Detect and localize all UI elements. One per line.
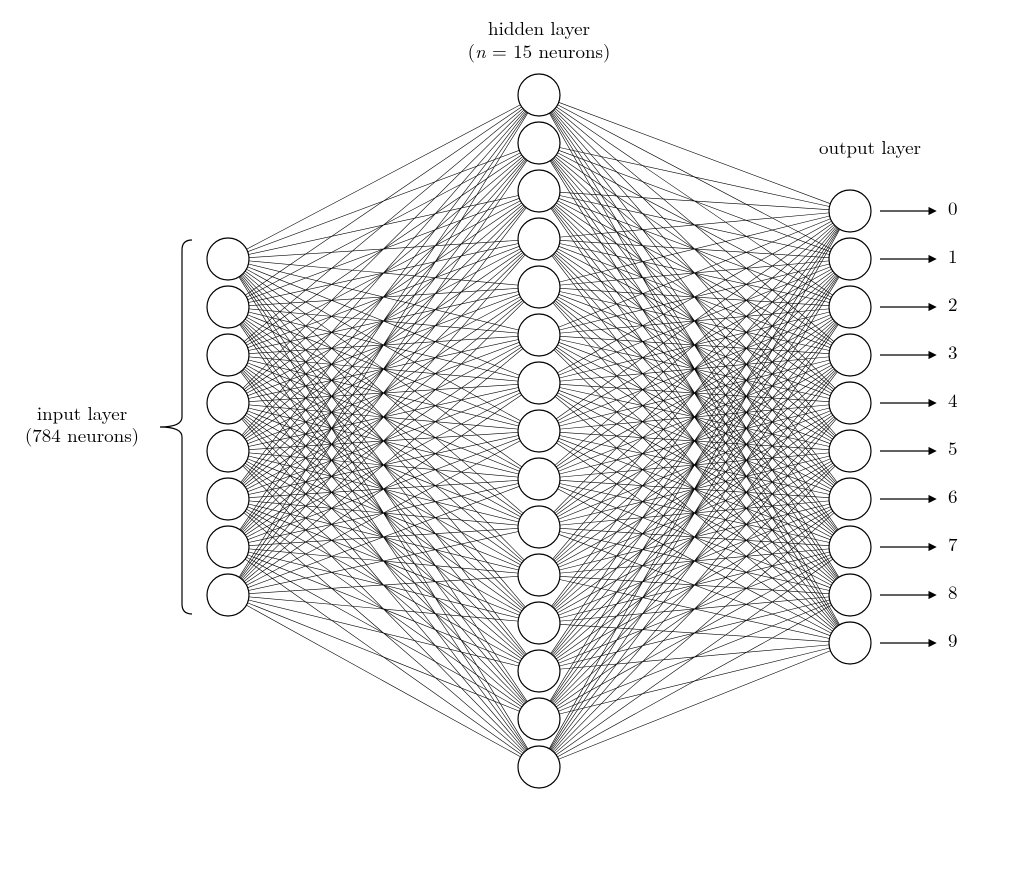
input-layer-label-line2: (784 neurons) (25, 421, 139, 448)
output-digit-label: 7 (948, 530, 958, 557)
output-neuron (829, 190, 871, 232)
hidden-neuron (518, 554, 560, 596)
input-brace (160, 240, 192, 614)
output-digit-label: 0 (948, 194, 958, 221)
hidden-neuron (518, 170, 560, 212)
output-digit-label: 6 (948, 482, 958, 509)
input-neuron (207, 334, 249, 376)
output-arrows-group: 0 1 2 3 4 5 6 7 8 9 (880, 194, 958, 653)
input-neuron (207, 430, 249, 472)
hidden-neuron (518, 74, 560, 116)
output-digit-label: 8 (948, 578, 958, 605)
hidden-neuron (518, 458, 560, 500)
neural-network-diagram: 0123456789input layer(784 neurons)hidden… (0, 0, 1024, 882)
output-neuron (829, 478, 871, 520)
input-neuron (207, 526, 249, 568)
hidden-neuron (518, 698, 560, 740)
hidden-neuron (518, 314, 560, 356)
input-neuron (207, 478, 249, 520)
hidden-neuron (518, 266, 560, 308)
hidden-neuron (518, 122, 560, 164)
hidden-neuron (518, 746, 560, 788)
output-neuron (829, 430, 871, 472)
output-neuron (829, 238, 871, 280)
output-digit-label: 5 (948, 434, 958, 461)
output-neuron (829, 334, 871, 376)
hidden-neuron (518, 362, 560, 404)
output-digit-label: 4 (948, 386, 958, 413)
output-digit-label: 1 (948, 242, 958, 269)
hidden-layer-label-line2: (n = 15 neurons) (468, 37, 611, 64)
output-neuron (829, 382, 871, 424)
output-layer-label: output layer (819, 133, 921, 160)
output-digit-label: 2 (948, 290, 958, 317)
hidden-neuron (518, 506, 560, 548)
hidden-neuron (518, 410, 560, 452)
output-digit-label: 3 (948, 338, 958, 365)
input-neuron (207, 286, 249, 328)
output-neuron (829, 526, 871, 568)
input-neuron (207, 238, 249, 280)
hidden-neuron (518, 218, 560, 260)
output-digit-label: 9 (948, 626, 958, 653)
input-neuron (207, 382, 249, 424)
input-neuron (207, 574, 249, 616)
output-neuron (829, 286, 871, 328)
output-neuron (829, 622, 871, 664)
hidden-neuron (518, 602, 560, 644)
nodes-group (207, 74, 871, 788)
hidden-neuron (518, 650, 560, 692)
output-neuron (829, 574, 871, 616)
